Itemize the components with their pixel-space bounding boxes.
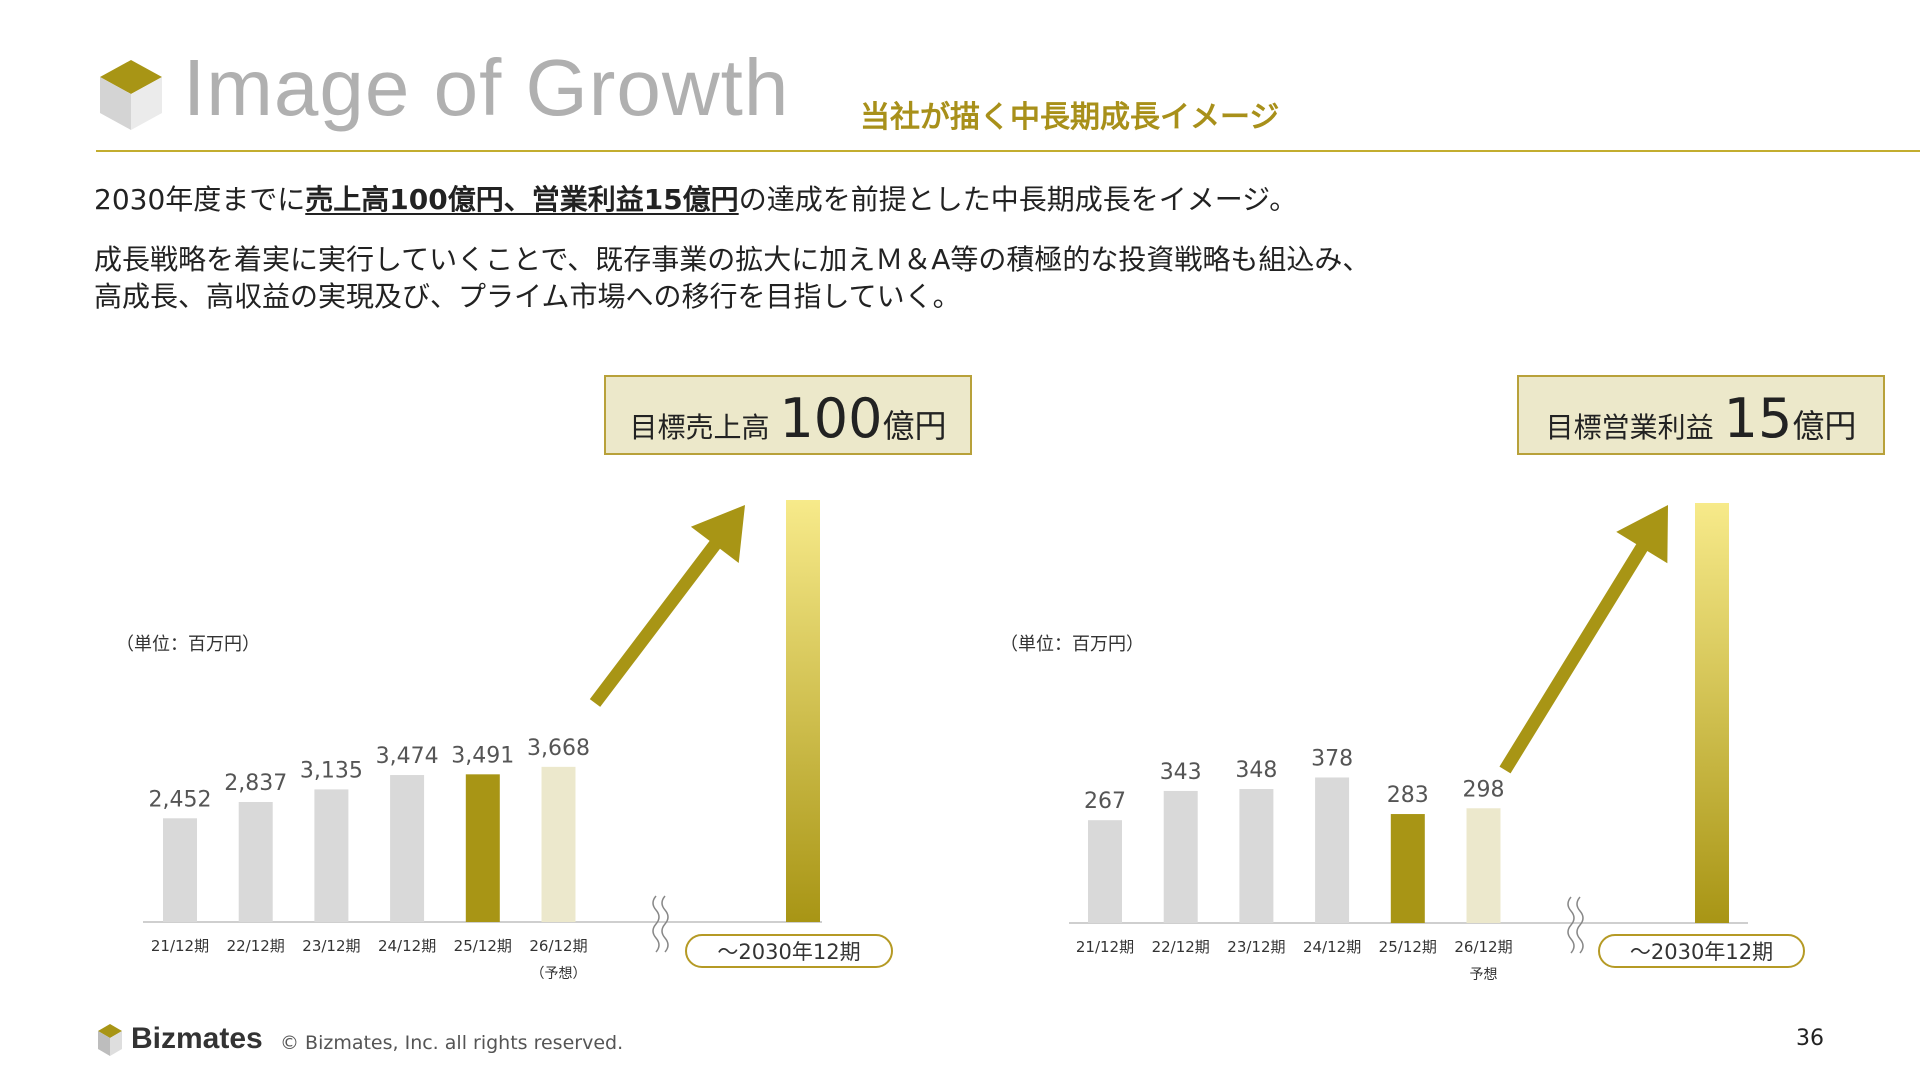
target-box-operating-profit: 目標営業利益 15 億円 xyxy=(1517,375,1885,455)
bar xyxy=(1163,790,1198,923)
x-tick-label: 26/12期 xyxy=(529,937,587,955)
data-label: 3,491 xyxy=(451,743,514,768)
target-box-sales: 目標売上高 100 億円 xyxy=(604,375,972,455)
summary-highlight: 売上高100億円、営業利益15億円 xyxy=(305,183,739,216)
x-tick-label: 26/12期 xyxy=(1454,938,1512,956)
bar xyxy=(1315,777,1350,923)
unit-label-sales: （単位：百万円） xyxy=(116,634,260,655)
target-label: 目標売上高 xyxy=(629,411,770,444)
x-tick-sublabel: 予想 xyxy=(1470,967,1498,983)
bar xyxy=(390,775,425,922)
data-label: 2,452 xyxy=(149,787,212,812)
data-label: 343 xyxy=(1160,760,1202,785)
footer-copyright: © Bizmates, Inc. all rights reserved. xyxy=(280,1032,624,1054)
strategy-line-1: 成長戦略を着実に実行していくことで、既存事業の拡大に加えＭ＆A等の積極的な投資戦… xyxy=(94,243,1371,276)
bar xyxy=(314,789,349,922)
logo-cube-icon xyxy=(100,60,162,130)
page-title: Image of Growth xyxy=(183,43,790,132)
bar xyxy=(541,766,576,922)
axis-break-mark xyxy=(1567,896,1575,954)
data-label: 378 xyxy=(1311,746,1353,771)
data-label: 3,668 xyxy=(527,736,590,761)
axis-break-mark xyxy=(652,895,660,953)
growth-arrow xyxy=(589,505,745,707)
summary-suffix: の達成を前提とした中長期成長をイメージ。 xyxy=(738,183,1298,216)
data-label: 348 xyxy=(1235,758,1277,783)
x-tick-label: 22/12期 xyxy=(1152,938,1210,956)
target-value: 15 xyxy=(1723,387,1793,450)
x-tick-label: 24/12期 xyxy=(1303,938,1361,956)
target-unit: 億円 xyxy=(1792,407,1857,445)
summary-line-1: 2030年度までに売上高100億円、営業利益15億円の達成を前提とした中長期成長… xyxy=(94,178,1297,218)
data-label: 267 xyxy=(1084,789,1126,814)
x-tick-label: 24/12期 xyxy=(378,937,436,955)
page-number: 36 xyxy=(1796,1026,1824,1051)
x-tick-sublabel: （予想） xyxy=(531,966,587,982)
bar xyxy=(163,818,197,922)
target-bar xyxy=(1695,503,1729,923)
x-tick-label: 25/12期 xyxy=(454,937,512,955)
x-tick-label: 25/12期 xyxy=(1379,938,1437,956)
summary-prefix: 2030年度までに xyxy=(94,183,306,216)
header-divider xyxy=(96,150,1920,152)
target-label: 目標営業利益 xyxy=(1545,411,1714,444)
target-period-pill-sales: ～2030年12期 xyxy=(685,934,893,968)
bar xyxy=(1088,820,1122,923)
unit-label-profit: （単位：百万円） xyxy=(1000,634,1144,655)
bar xyxy=(465,774,500,922)
target-bar xyxy=(786,500,820,922)
data-label: 2,837 xyxy=(224,771,287,796)
data-label: 298 xyxy=(1463,777,1505,802)
bar xyxy=(1466,808,1501,923)
x-tick-label: 21/12期 xyxy=(151,937,209,955)
data-label: 283 xyxy=(1387,783,1429,808)
target-value: 100 xyxy=(779,387,883,450)
page-subtitle: 当社が描く中長期成長イメージ xyxy=(860,100,1280,135)
target-period-pill-profit: ～2030年12期 xyxy=(1598,934,1805,968)
x-tick-label: 23/12期 xyxy=(302,937,360,955)
bar xyxy=(238,801,273,922)
data-label: 3,135 xyxy=(300,758,363,783)
x-tick-label: 21/12期 xyxy=(1076,938,1134,956)
axis-break-mark xyxy=(661,895,669,953)
target-unit: 億円 xyxy=(882,407,947,445)
footer-brand: Bizmates xyxy=(131,1022,263,1055)
x-tick-label: 22/12期 xyxy=(227,937,285,955)
axis-break-mark xyxy=(1576,896,1584,954)
bar xyxy=(1390,814,1425,923)
x-tick-label: 23/12期 xyxy=(1227,938,1285,956)
growth-arrow xyxy=(1499,505,1668,774)
bar xyxy=(1239,789,1274,923)
strategy-line-2: 高成長、高収益の実現及び、プライム市場への移行を目指していく。 xyxy=(94,280,961,313)
footer-logo-icon xyxy=(98,1024,122,1056)
data-label: 3,474 xyxy=(376,744,439,769)
